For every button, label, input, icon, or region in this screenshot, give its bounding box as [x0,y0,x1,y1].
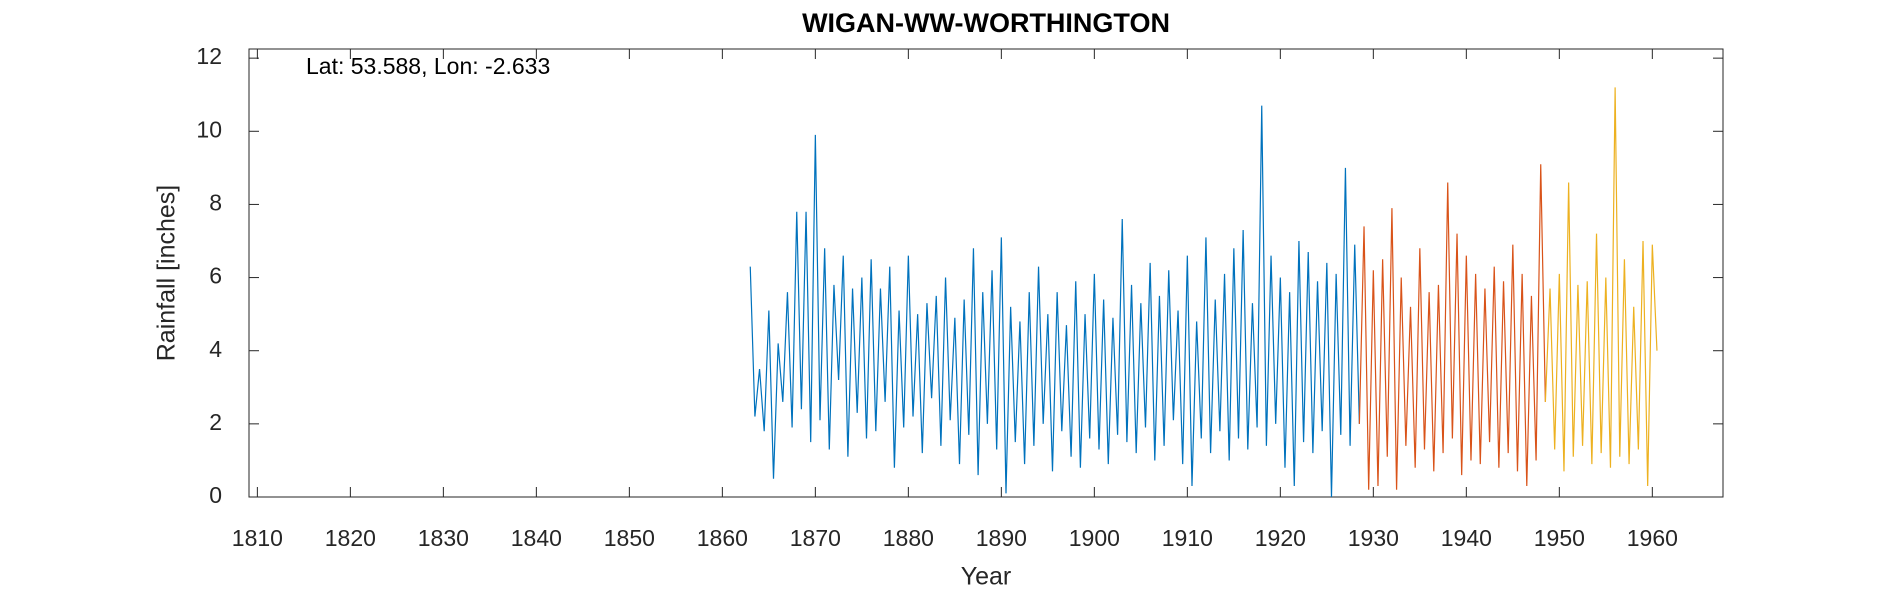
x-tick-label: 1810 [232,525,283,551]
y-tick-label: 12 [196,43,222,69]
y-tick-label: 10 [196,116,222,142]
x-tick-label: 1960 [1627,525,1678,551]
annotation: Lat: 53.588, Lon: -2.633 [306,53,550,79]
y-tick-label: 2 [209,409,222,435]
y-tick-label: 8 [209,190,222,216]
y-axis-label: Rainfall [inches] [153,185,181,361]
x-tick-label: 1870 [790,525,841,551]
x-axis-label: Year [961,563,1012,591]
x-tick-label: 1860 [697,525,748,551]
x-tick-label: 1930 [1348,525,1399,551]
rainfall-line [749,105,1360,498]
x-tick-label: 1950 [1534,525,1585,551]
x-tick-label: 1820 [325,525,376,551]
x-tick-label: 1900 [1069,525,1120,551]
plot-box [248,48,1724,498]
x-tick-label: 1850 [604,525,655,551]
x-tick-label: 1880 [883,525,934,551]
x-tick-label: 1920 [1255,525,1306,551]
y-tick-label: 6 [209,263,222,289]
y-tick-label: 4 [209,336,222,362]
x-tick-label: 1910 [1162,525,1213,551]
x-tick-label: 1830 [418,525,469,551]
rainfall-line [1544,87,1658,487]
y-tick-label: 0 [209,482,222,508]
x-tick-label: 1840 [511,525,562,551]
chart-title: WIGAN-WW-WORTHINGTON [802,8,1170,38]
x-tick-label: 1940 [1441,525,1492,551]
x-tick-label: 1890 [976,525,1027,551]
rainfall-line [1358,164,1546,490]
